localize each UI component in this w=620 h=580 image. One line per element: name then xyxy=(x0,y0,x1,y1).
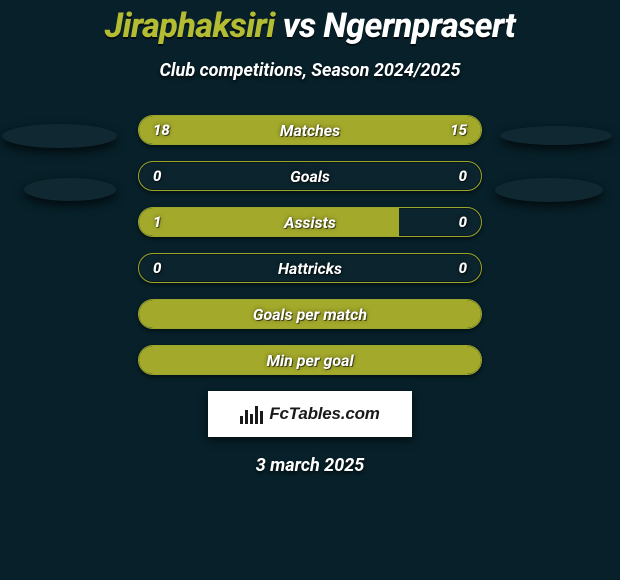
subtitle: Club competitions, Season 2024/2025 xyxy=(0,60,620,81)
stat-row: Goals per match xyxy=(138,299,482,329)
stat-row: 10Assists xyxy=(138,207,482,237)
bars-icon xyxy=(240,404,263,424)
stat-label: Min per goal xyxy=(139,346,481,374)
comparison-card: Jiraphaksiri vs Ngernprasert Club compet… xyxy=(0,0,620,580)
date-label: 3 march 2025 xyxy=(0,455,620,476)
stat-label: Goals per match xyxy=(139,300,481,328)
stat-label: Goals xyxy=(139,162,481,190)
page-title: Jiraphaksiri vs Ngernprasert xyxy=(0,0,620,46)
stat-label: Assists xyxy=(139,208,481,236)
stats-list: 1815Matches 00Goals 10Assists 00Hattricks Go… xyxy=(0,115,620,375)
stat-row: 00Hattricks xyxy=(138,253,482,283)
badge-text: FcTables.com xyxy=(269,404,379,424)
stat-row: 00Goals xyxy=(138,161,482,191)
player1-name: Jiraphaksiri xyxy=(105,6,275,46)
stat-label: Matches xyxy=(139,116,481,144)
vs-label: vs xyxy=(283,6,316,46)
stat-row: Min per goal xyxy=(138,345,482,375)
stat-label: Hattricks xyxy=(139,254,481,282)
source-badge: FcTables.com xyxy=(208,391,412,437)
stat-row: 1815Matches xyxy=(138,115,482,145)
player2-name: Ngernprasert xyxy=(323,6,515,46)
